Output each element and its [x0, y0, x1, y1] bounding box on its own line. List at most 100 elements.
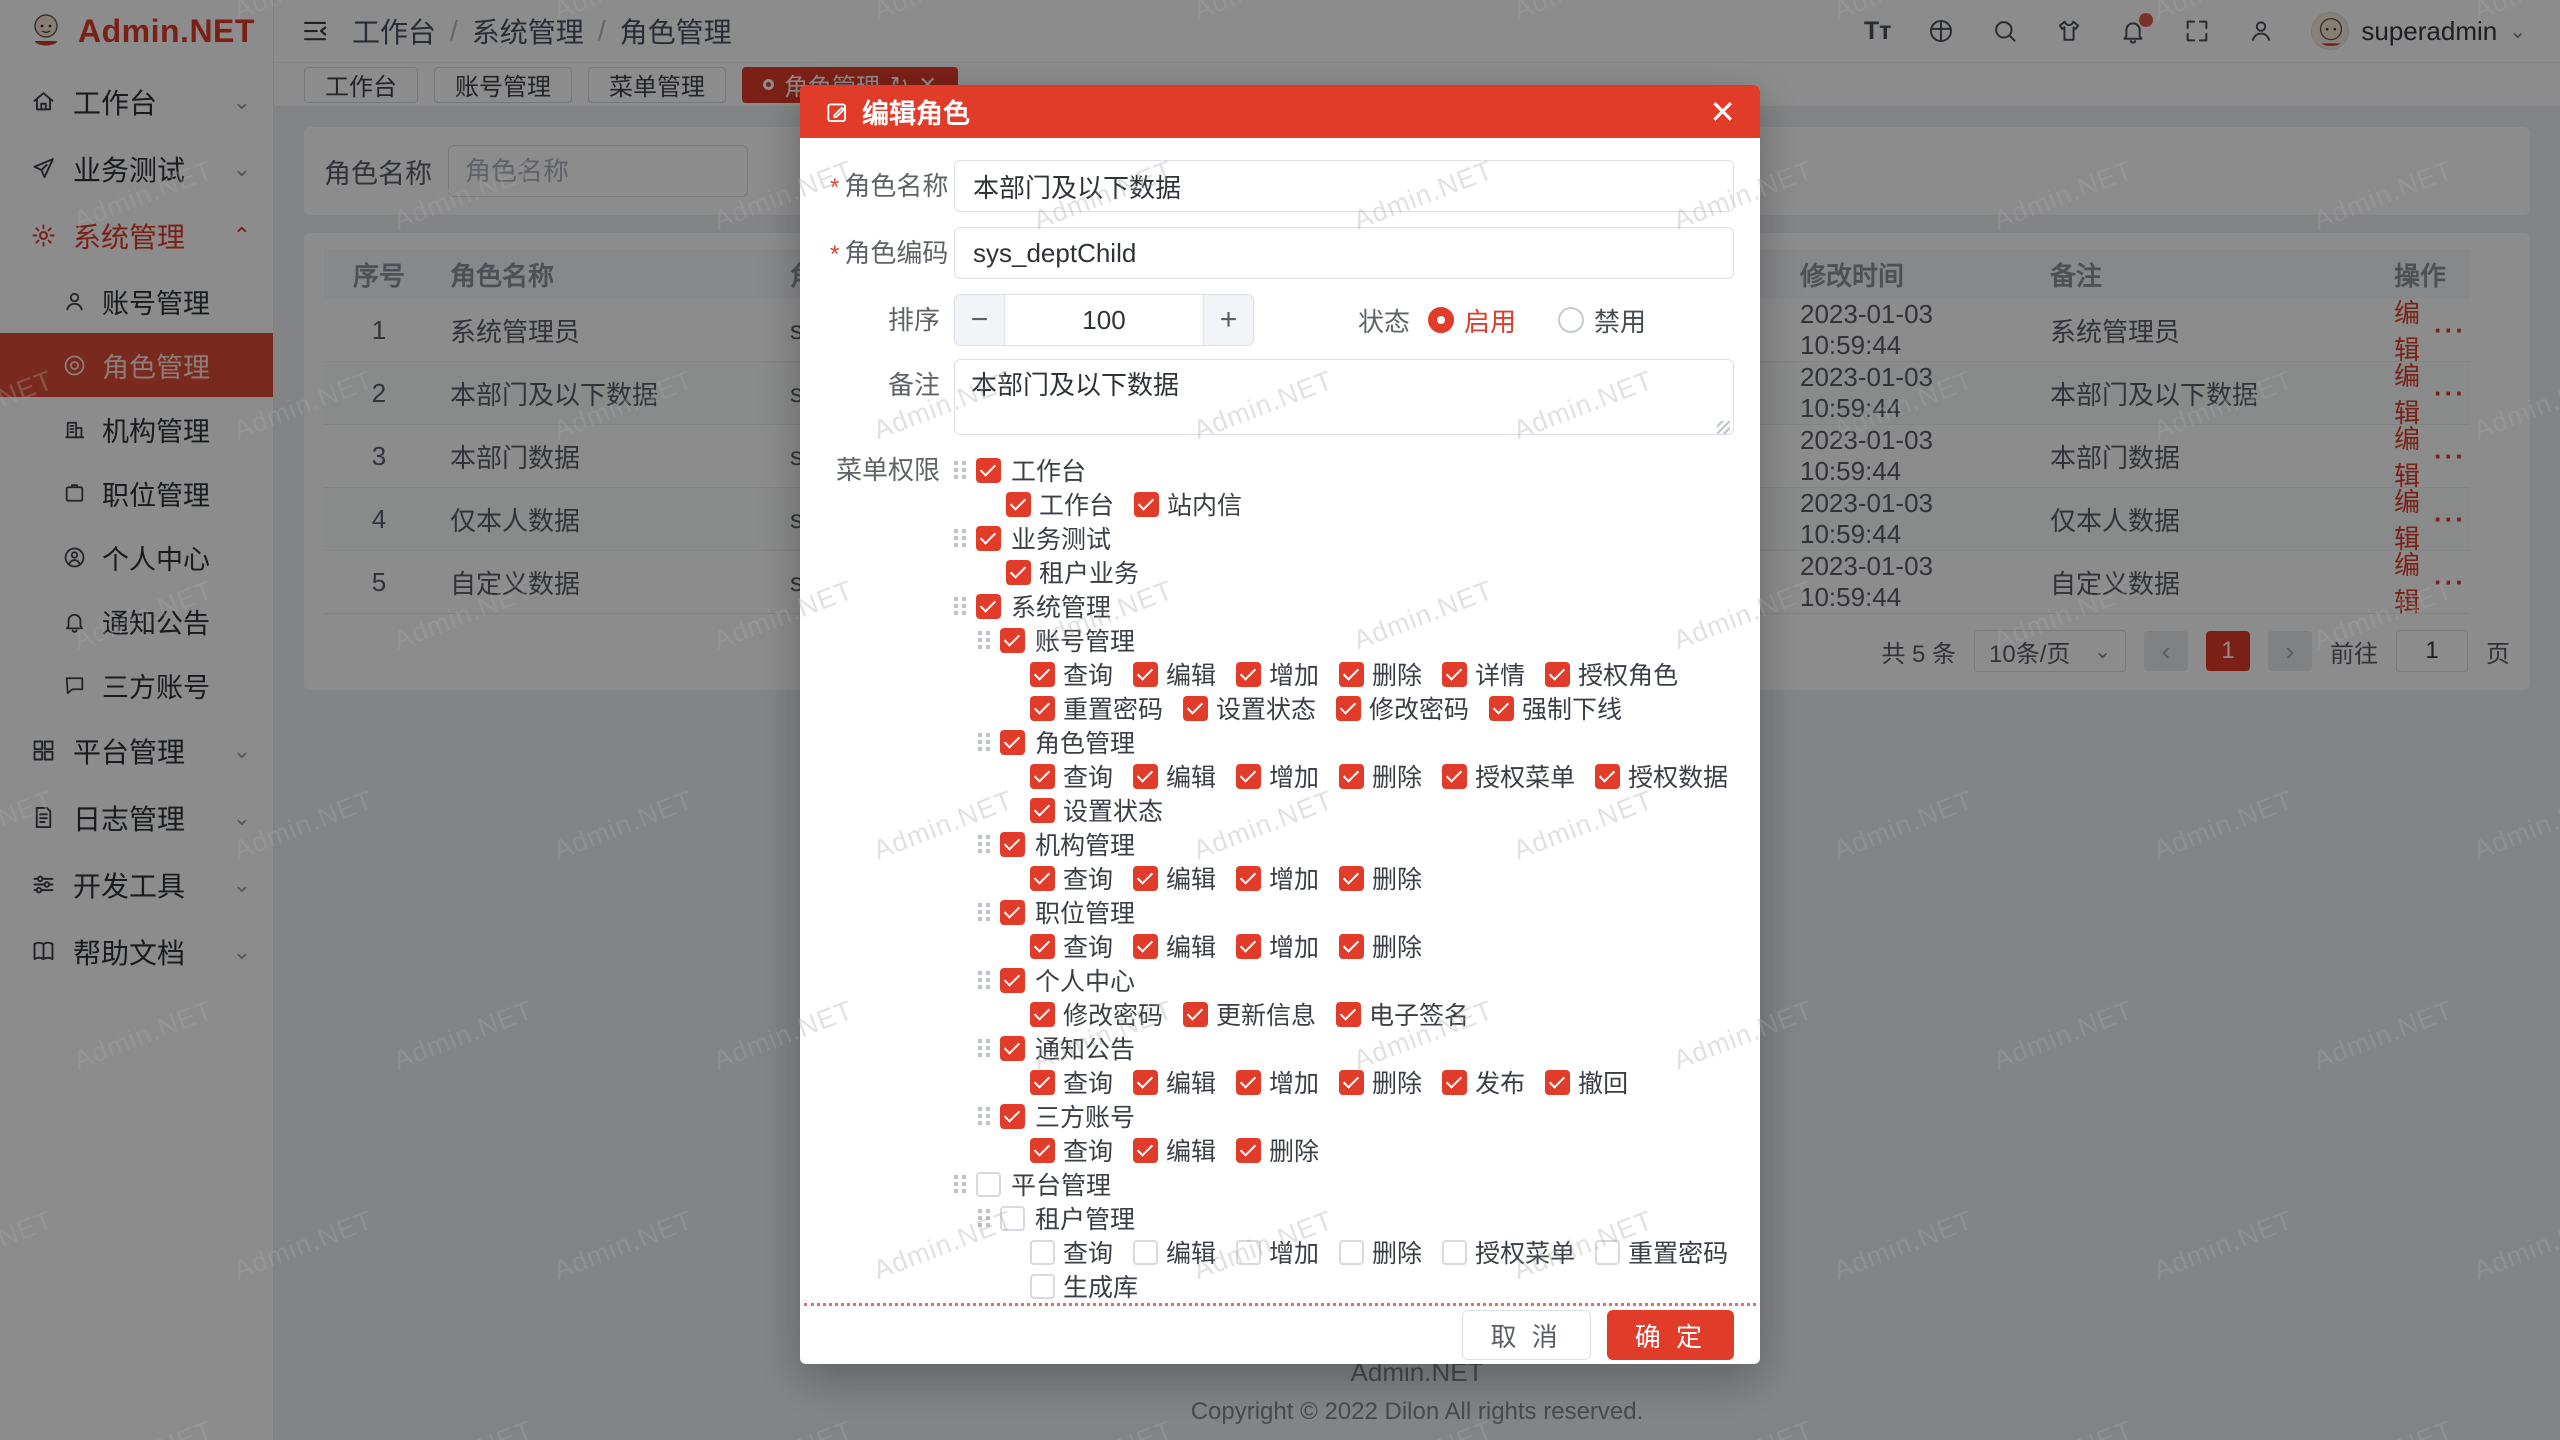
checkbox[interactable] [1339, 865, 1365, 891]
sidebar-item[interactable]: 工作台 ⌄ [0, 68, 273, 135]
sidebar-item[interactable]: 系统管理 ⌃ [0, 202, 273, 269]
more-actions-icon[interactable]: ··· [2434, 440, 2466, 471]
checkbox[interactable] [1030, 1273, 1055, 1299]
checkbox[interactable] [1133, 933, 1159, 959]
tree-node[interactable]: 业务测试 [954, 521, 1734, 555]
edit-row-button[interactable]: 编辑 ··· [2386, 550, 2464, 617]
checkbox[interactable] [1000, 627, 1025, 653]
checkbox[interactable] [1336, 1001, 1362, 1027]
permission-item[interactable]: 电子签名 [1336, 997, 1469, 1031]
checkbox[interactable] [1030, 1137, 1055, 1163]
checkbox[interactable] [1030, 1001, 1055, 1027]
sidebar-item[interactable]: 日志管理 ⌄ [0, 784, 273, 851]
permission-item[interactable]: 删除 [1339, 1235, 1422, 1269]
drag-handle-icon[interactable] [954, 529, 966, 547]
tree-node[interactable]: 机构管理 [978, 827, 1734, 861]
checkbox[interactable] [1442, 1069, 1468, 1095]
permission-item[interactable]: 详情 [1442, 657, 1525, 691]
permission-item[interactable]: 授权角色 [1545, 657, 1678, 691]
checkbox[interactable] [1000, 899, 1025, 925]
permission-item[interactable]: 编辑 [1133, 657, 1216, 691]
tree-node[interactable]: 三方账号 [978, 1099, 1734, 1133]
permission-item[interactable]: 增加 [1236, 759, 1319, 793]
permission-item[interactable]: 强制下线 [1489, 691, 1622, 725]
drag-handle-icon[interactable] [978, 1107, 990, 1125]
checkbox[interactable] [1442, 1239, 1468, 1265]
permission-item[interactable]: 查询 [1030, 657, 1113, 691]
permission-item[interactable]: 编辑 [1133, 1133, 1216, 1167]
permission-item[interactable]: 编辑 [1133, 759, 1216, 793]
permission-item[interactable]: 编辑 [1133, 929, 1216, 963]
checkbox[interactable] [1133, 1137, 1159, 1163]
tab[interactable]: 账号管理 [434, 66, 572, 103]
permission-item[interactable]: 重置密码 [1595, 1235, 1728, 1269]
sidebar-item[interactable]: 帮助文档 ⌄ [0, 918, 273, 985]
permission-item[interactable]: 增加 [1236, 861, 1319, 895]
sort-value[interactable]: 100 [1082, 304, 1126, 335]
sidebar-item[interactable]: 开发工具 ⌄ [0, 851, 273, 918]
more-actions-icon[interactable]: ··· [2434, 566, 2466, 597]
permission-item[interactable]: 授权菜单 [1442, 1235, 1575, 1269]
tab[interactable]: 菜单管理 [588, 66, 726, 103]
permission-item[interactable]: 授权数据 [1595, 759, 1728, 793]
increase-button[interactable]: + [1203, 295, 1253, 345]
checkbox[interactable] [1236, 865, 1262, 891]
permission-item[interactable]: 删除 [1339, 929, 1422, 963]
goto-page-input[interactable] [2396, 630, 2468, 672]
cancel-button[interactable]: 取 消 [1461, 1310, 1591, 1360]
drag-handle-icon[interactable] [978, 903, 990, 921]
more-actions-icon[interactable]: ··· [2434, 314, 2466, 345]
tree-node[interactable]: 通知公告 [978, 1031, 1734, 1065]
sidebar-collapse-icon[interactable] [300, 16, 330, 46]
checkbox[interactable] [1442, 661, 1468, 687]
checkbox[interactable] [1339, 1069, 1365, 1095]
drag-handle-icon[interactable] [978, 835, 990, 853]
checkbox[interactable] [976, 1171, 1001, 1197]
checkbox[interactable] [1489, 695, 1515, 721]
permission-item[interactable]: 增加 [1236, 657, 1319, 691]
checkbox[interactable] [1236, 763, 1262, 789]
permission-item[interactable]: 设置状态 [1030, 793, 1163, 827]
checkbox[interactable] [1545, 661, 1571, 687]
checkbox[interactable] [1000, 729, 1025, 755]
checkbox[interactable] [1339, 1239, 1365, 1265]
breadcrumb-item[interactable]: 系统管理 [471, 17, 584, 48]
checkbox[interactable] [1030, 695, 1055, 721]
checkbox[interactable] [1339, 763, 1365, 789]
checkbox[interactable] [1030, 661, 1055, 687]
checkbox[interactable] [1339, 933, 1365, 959]
language-icon[interactable] [1927, 17, 1955, 45]
permission-item[interactable]: 撤回 [1545, 1065, 1628, 1099]
checkbox[interactable] [1336, 695, 1362, 721]
font-size-icon[interactable]: Tт [1863, 16, 1892, 45]
checkbox[interactable] [1006, 559, 1031, 585]
checkbox[interactable] [1030, 933, 1055, 959]
sidebar-item[interactable]: 平台管理 ⌄ [0, 717, 273, 784]
tree-node[interactable]: 租户管理 [978, 1201, 1734, 1235]
edit-row-button[interactable]: 编辑 ··· [2386, 424, 2464, 491]
checkbox[interactable] [1030, 1069, 1055, 1095]
drag-handle-icon[interactable] [978, 1209, 990, 1227]
permission-item[interactable]: 修改密码 [1336, 691, 1469, 725]
checkbox[interactable] [1133, 1069, 1159, 1095]
permission-item[interactable]: 查询 [1030, 1235, 1113, 1269]
checkbox[interactable] [1236, 1137, 1262, 1163]
checkbox[interactable] [1595, 1239, 1621, 1265]
permission-item[interactable]: 查询 [1030, 1133, 1113, 1167]
status-radio-enabled[interactable]: 启用 [1428, 302, 1516, 339]
permission-item[interactable]: 查询 [1030, 929, 1113, 963]
checkbox[interactable] [1133, 661, 1159, 687]
sidebar-subitem[interactable]: 角色管理 [0, 333, 273, 397]
checkbox[interactable] [1030, 1239, 1055, 1265]
checkbox[interactable] [1030, 865, 1055, 891]
sidebar-subitem[interactable]: 通知公告 [0, 589, 273, 653]
checkbox[interactable] [1133, 1239, 1159, 1265]
status-radio-disabled[interactable]: 禁用 [1558, 302, 1646, 339]
permission-item[interactable]: 查询 [1030, 759, 1113, 793]
permission-item[interactable]: 增加 [1236, 929, 1319, 963]
permission-item[interactable]: 租户业务 [1006, 555, 1139, 589]
permission-item[interactable]: 生成库 [1030, 1269, 1138, 1303]
role-name-search-input[interactable] [448, 145, 748, 197]
checkbox[interactable] [1183, 695, 1209, 721]
confirm-button[interactable]: 确 定 [1606, 1310, 1734, 1360]
